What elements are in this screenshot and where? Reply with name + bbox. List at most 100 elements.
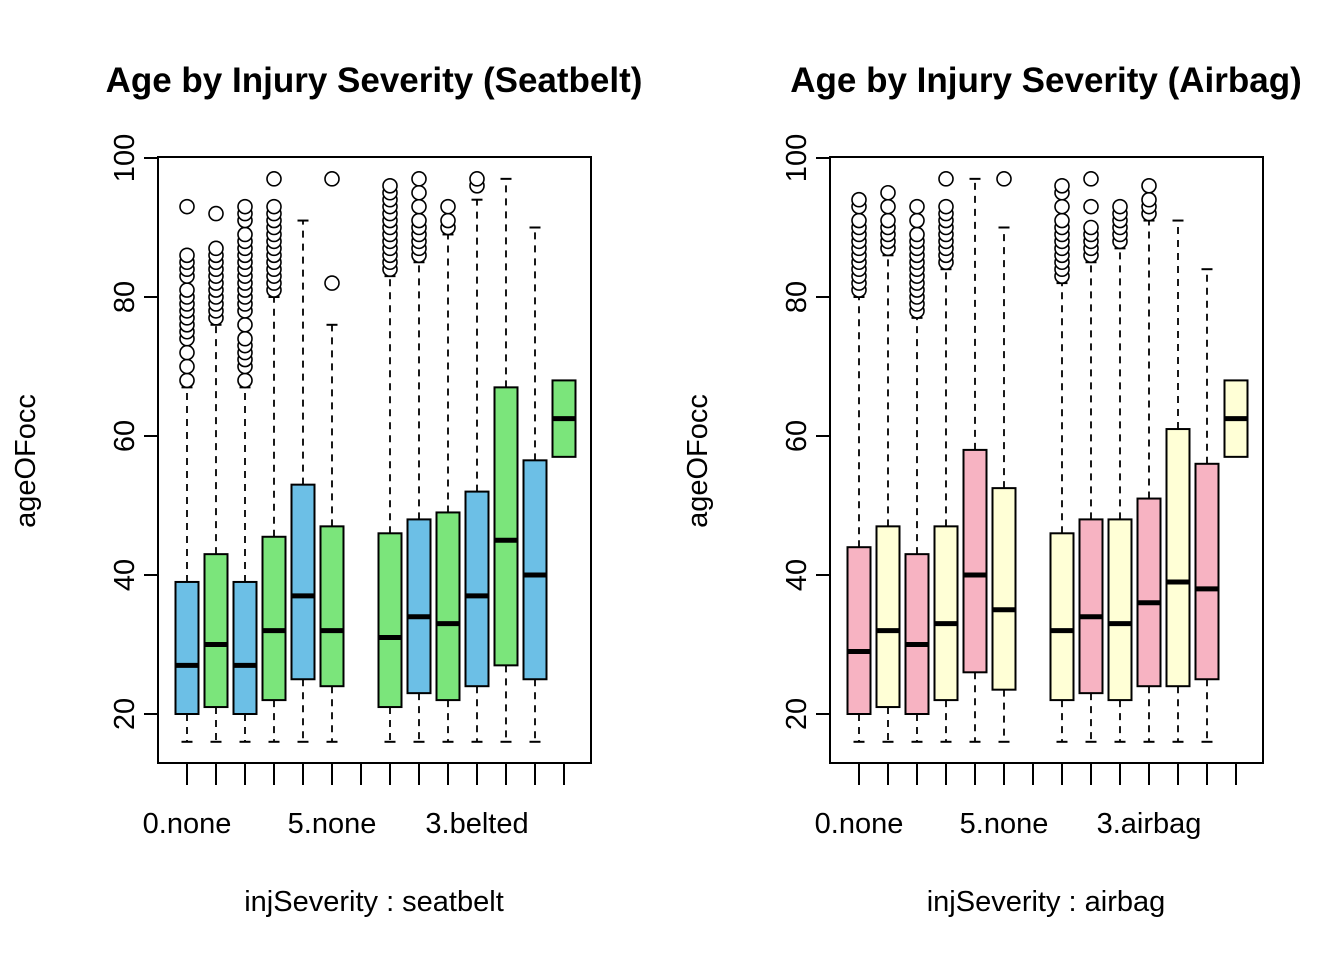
outlier-point bbox=[938, 198, 954, 215]
outlier-point bbox=[411, 212, 427, 229]
outlier-point bbox=[938, 171, 954, 187]
outlier-point bbox=[411, 198, 427, 215]
chart-title: Age by Injury Severity (Airbag) bbox=[790, 61, 1302, 100]
outlier-point bbox=[909, 226, 925, 243]
outlier-point bbox=[179, 198, 195, 215]
chart-title: Age by Injury Severity (Seatbelt) bbox=[106, 61, 643, 100]
outlier-point bbox=[411, 171, 427, 187]
outlier-point bbox=[880, 184, 896, 201]
airbag-boxplot-panel: Age by Injury Severity (Airbag) injSever… bbox=[682, 61, 1302, 918]
box-4 bbox=[261, 171, 287, 743]
outlier-point bbox=[909, 212, 925, 229]
outlier-point bbox=[179, 344, 195, 361]
x-axis-label: injSeverity : airbag bbox=[927, 886, 1166, 918]
x-axis-label: injSeverity : seatbelt bbox=[244, 886, 504, 918]
outlier-point bbox=[880, 198, 896, 215]
x-tick-label: 3.airbag bbox=[1097, 808, 1202, 840]
box-10 bbox=[1107, 198, 1133, 743]
outlier-point bbox=[851, 212, 867, 229]
iqr-box bbox=[377, 532, 403, 709]
y-axis-label: ageOFocc bbox=[682, 394, 714, 528]
y-tick-label: 40 bbox=[109, 559, 141, 591]
x-tick-label: 0.none bbox=[815, 808, 904, 840]
iqr-box bbox=[1107, 518, 1133, 702]
iqr-box bbox=[846, 546, 872, 716]
box-11 bbox=[1136, 178, 1162, 743]
box-marks: 20 40 60 80 100 0.none 5.none 3.belted bbox=[109, 134, 577, 840]
outlier-point bbox=[440, 212, 456, 229]
outlier-point bbox=[1112, 198, 1128, 215]
y-tick-label: 60 bbox=[109, 420, 141, 452]
iqr-box bbox=[1136, 497, 1162, 688]
iqr-box bbox=[1078, 518, 1104, 695]
box-3 bbox=[232, 198, 258, 743]
box-5 bbox=[290, 219, 316, 743]
outlier-point bbox=[179, 247, 195, 264]
iqr-box bbox=[203, 553, 229, 709]
y-tick-label: 80 bbox=[109, 281, 141, 313]
box-8 bbox=[1049, 178, 1075, 743]
outlier-point bbox=[440, 198, 456, 215]
box-1 bbox=[846, 191, 872, 743]
box-2 bbox=[203, 205, 229, 743]
iqr-box bbox=[875, 525, 901, 709]
y-tick-label: 20 bbox=[781, 698, 813, 730]
box-8 bbox=[377, 178, 403, 743]
box-marks: 20 40 60 80 100 0.none 5.none 3.airbag bbox=[781, 134, 1249, 840]
iqr-box bbox=[522, 459, 548, 681]
y-tick-label: 40 bbox=[781, 559, 813, 591]
outlier-point bbox=[1141, 191, 1157, 208]
outlier-point bbox=[237, 372, 253, 389]
outlier-point bbox=[1054, 198, 1070, 215]
iqr-box bbox=[232, 580, 258, 716]
outlier-point bbox=[382, 178, 398, 194]
outlier-point bbox=[208, 240, 224, 257]
iqr-box bbox=[962, 448, 988, 674]
iqr-box bbox=[493, 386, 519, 667]
box-10 bbox=[435, 198, 461, 743]
iqr-box bbox=[261, 535, 287, 702]
iqr-box bbox=[290, 483, 316, 681]
box-4 bbox=[933, 171, 959, 743]
box-6 bbox=[319, 171, 345, 743]
outlier-point bbox=[237, 330, 253, 347]
y-tick-label: 80 bbox=[781, 281, 813, 313]
outlier-point bbox=[851, 191, 867, 208]
iqr-box bbox=[464, 490, 490, 688]
outlier-point bbox=[469, 171, 485, 187]
outlier-point bbox=[324, 275, 340, 291]
box-5 bbox=[962, 177, 988, 743]
y-tick-label: 60 bbox=[781, 420, 813, 452]
box-12 bbox=[1165, 219, 1191, 743]
iqr-box bbox=[933, 525, 959, 702]
outlier-point bbox=[179, 358, 195, 375]
iqr-box bbox=[1165, 428, 1191, 688]
y-tick-label: 100 bbox=[109, 134, 141, 182]
box-9 bbox=[406, 171, 432, 743]
outlier-point bbox=[324, 171, 340, 187]
y-axis-label: ageOFocc bbox=[10, 394, 42, 528]
outlier-point bbox=[1054, 212, 1070, 229]
y-tick-label: 100 bbox=[781, 134, 813, 182]
outlier-point bbox=[179, 282, 195, 298]
box-1 bbox=[174, 198, 200, 743]
outlier-point bbox=[266, 171, 282, 187]
outlier-point bbox=[237, 198, 253, 215]
iqr-box bbox=[991, 487, 1017, 691]
iqr-box bbox=[435, 511, 461, 702]
box-14 bbox=[551, 379, 577, 458]
box-6 bbox=[991, 171, 1017, 743]
box-2 bbox=[875, 184, 901, 743]
iqr-box bbox=[1049, 532, 1075, 702]
x-tick-label: 5.none bbox=[960, 808, 1049, 840]
outlier-point bbox=[237, 316, 253, 333]
outlier-point bbox=[208, 205, 224, 222]
iqr-box bbox=[1194, 462, 1220, 681]
x-tick-label: 3.belted bbox=[425, 808, 528, 840]
outlier-point bbox=[237, 226, 253, 243]
box-13 bbox=[522, 226, 548, 743]
outlier-point bbox=[411, 184, 427, 201]
seatbelt-boxplot-panel: Age by Injury Severity (Seatbelt) injSev… bbox=[10, 61, 642, 918]
box-13 bbox=[1194, 268, 1220, 743]
